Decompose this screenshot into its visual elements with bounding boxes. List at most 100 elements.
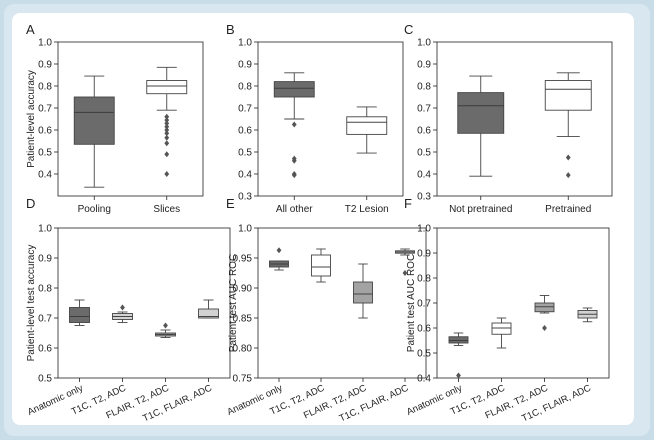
x-tick-label: Not pretrained bbox=[449, 204, 512, 215]
panel-e: E 0.75 0.80 0.85 0.90 0.95 1.0 Patient test AUC… bbox=[226, 196, 427, 424]
y-tick-label: 0.6 bbox=[38, 344, 52, 355]
y-tick-label: 0.80 bbox=[233, 344, 253, 355]
y-tick-label: 0.6 bbox=[417, 324, 431, 335]
box-iqr bbox=[457, 92, 505, 134]
outlier-point bbox=[164, 171, 170, 177]
y-tick-label: 0.75 bbox=[233, 374, 253, 385]
y-tick-label: 0.6 bbox=[417, 126, 431, 137]
y-tick-label: 0.5 bbox=[417, 349, 431, 360]
figure-panel bbox=[12, 13, 634, 425]
outlier-point bbox=[291, 172, 297, 179]
panel-a: A 0.4 0.5 0.6 0.7 0.8 0.9 1.0 Patient-level accu… bbox=[26, 22, 204, 215]
outlier-point bbox=[164, 140, 170, 147]
box-2: Slices bbox=[146, 66, 188, 215]
outlier-point bbox=[120, 304, 125, 311]
outlier-point bbox=[565, 172, 571, 179]
box-1: Pooling bbox=[73, 75, 115, 215]
outlier-point bbox=[164, 127, 170, 133]
y-tick-label: 0.4 bbox=[238, 170, 252, 181]
y-tick-label: 0.6 bbox=[38, 126, 52, 137]
box-iqr bbox=[534, 302, 555, 313]
panel-label: C bbox=[404, 22, 413, 37]
outlier-point bbox=[276, 247, 282, 254]
outlier-point bbox=[542, 325, 547, 331]
y-axis-label: Patient test AUC ROC bbox=[228, 254, 239, 352]
y-tick-label: 1.0 bbox=[38, 224, 52, 235]
y-tick-label: 0.3 bbox=[238, 192, 252, 203]
panel-f: F 0.4 0.5 0.6 0.7 0.8 0.9 1.0 Patient test AUC R… bbox=[404, 196, 610, 424]
panel-label: D bbox=[26, 196, 35, 211]
x-tick-label: Pretrained bbox=[545, 204, 591, 215]
panel-b: B 0.3 0.4 0.5 0.6 0.7 0.8 0.9 1.0 All other T2 Les… bbox=[226, 22, 404, 215]
x-tick-label: All other bbox=[276, 204, 313, 215]
box-iqr bbox=[146, 80, 188, 95]
y-tick-label: 0.5 bbox=[238, 148, 252, 159]
box-iqr bbox=[73, 96, 115, 145]
y-tick-label: 0.9 bbox=[38, 254, 52, 265]
outlier-point bbox=[291, 157, 297, 164]
x-tick-label: Pooling bbox=[78, 204, 111, 215]
y-axis-label: Patient test AUC ROC bbox=[406, 254, 417, 352]
y-tick-label: 1.0 bbox=[238, 224, 252, 235]
y-tick-label: 0.9 bbox=[238, 60, 252, 71]
y-tick-label: 0.8 bbox=[417, 82, 431, 93]
y-tick-label: 0.85 bbox=[233, 314, 253, 325]
box-iqr bbox=[346, 116, 388, 135]
panel-label: E bbox=[226, 196, 235, 211]
y-tick-label: 0.4 bbox=[38, 170, 52, 181]
y-tick-label: 0.5 bbox=[417, 148, 431, 159]
y-tick-label: 1.0 bbox=[417, 38, 431, 49]
box-iqr bbox=[448, 336, 469, 344]
box-iqr bbox=[198, 308, 219, 319]
axes-frame bbox=[436, 227, 610, 379]
box-iqr bbox=[353, 281, 373, 304]
x-tick-label: T2 Lesion bbox=[345, 204, 389, 215]
axes-frame bbox=[57, 227, 231, 379]
y-tick-label: 0.95 bbox=[233, 254, 253, 265]
axes-frame bbox=[436, 41, 613, 197]
box-iqr bbox=[491, 322, 512, 335]
y-tick-label: 0.7 bbox=[417, 299, 431, 310]
outlier-point bbox=[402, 270, 408, 276]
y-tick-label: 0.9 bbox=[38, 60, 52, 71]
y-tick-label: 0.7 bbox=[238, 104, 252, 115]
x-tick-label: Slices bbox=[153, 204, 180, 215]
y-tick-label: 0.3 bbox=[417, 192, 431, 203]
y-tick-label: 0.5 bbox=[38, 374, 52, 385]
panel-label: F bbox=[404, 196, 412, 211]
y-tick-label: 0.90 bbox=[233, 284, 253, 295]
y-tick-label: 1.0 bbox=[238, 38, 252, 49]
outlier-point bbox=[164, 123, 170, 130]
y-tick-label: 0.5 bbox=[38, 148, 52, 159]
box-iqr bbox=[69, 307, 90, 323]
outlier-point bbox=[164, 134, 170, 141]
y-tick-label: 0.8 bbox=[38, 82, 52, 93]
y-tick-label: 1.0 bbox=[38, 38, 52, 49]
y-tick-label: 0.9 bbox=[417, 249, 431, 260]
box-1: All other bbox=[273, 72, 315, 215]
box-2: Pretrained bbox=[544, 72, 592, 215]
box-4: T1C, FLAIR, ADC bbox=[141, 299, 219, 424]
y-tick-label: 0.8 bbox=[417, 274, 431, 285]
y-tick-label: 0.9 bbox=[417, 60, 431, 71]
y-tick-label: 0.4 bbox=[417, 374, 431, 385]
outlier-point bbox=[164, 113, 170, 120]
y-axis-label: Patient-level accuracy bbox=[26, 70, 37, 168]
y-tick-label: 0.7 bbox=[38, 104, 52, 115]
y-tick-label: 0.7 bbox=[417, 104, 431, 115]
axes-frame bbox=[257, 41, 404, 197]
panel-c: C 0.3 0.4 0.5 0.6 0.7 0.8 0.9 1.0 Not pretrained P… bbox=[404, 22, 613, 215]
y-tick-label: 0.8 bbox=[38, 284, 52, 295]
axes-frame bbox=[257, 227, 427, 379]
outlier-point bbox=[164, 151, 170, 158]
y-axis-label: Patient-level test accuracy bbox=[26, 245, 37, 362]
outlier-point bbox=[163, 322, 168, 329]
outlier-point bbox=[164, 130, 170, 137]
box-4: T1C, FLAIR, ADC bbox=[520, 307, 598, 424]
box-iqr bbox=[544, 80, 592, 111]
outlier-point bbox=[164, 117, 170, 124]
y-tick-label: 1.0 bbox=[417, 224, 431, 235]
y-tick-label: 0.4 bbox=[417, 170, 431, 181]
box-iqr bbox=[311, 254, 331, 277]
